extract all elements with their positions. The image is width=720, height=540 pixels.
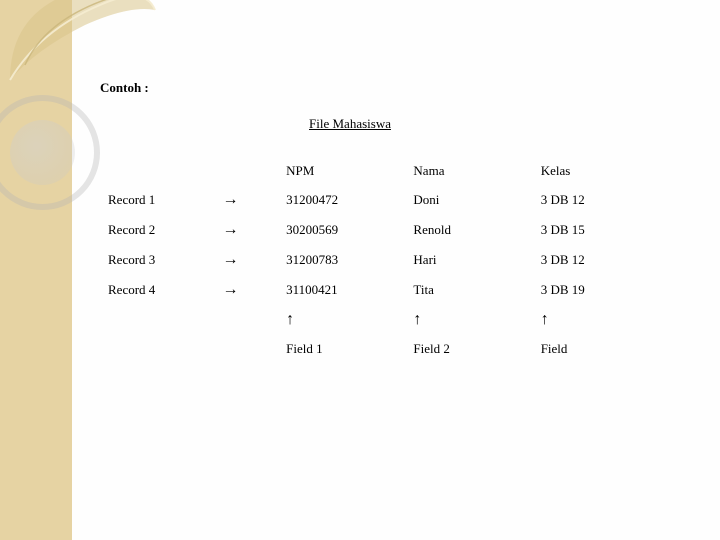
- table-row: Record 2 → 30200569 Renold 3 DB 15: [100, 215, 660, 245]
- cell-kelas: 3 DB 15: [533, 215, 660, 245]
- row-label: Record 4: [100, 275, 215, 305]
- table-row: Record 4 → 31100421 Tita 3 DB 19: [100, 275, 660, 305]
- arrow-up-icon: ↑: [533, 305, 660, 335]
- col-header-kelas: Kelas: [533, 157, 660, 185]
- row-label: Record 1: [100, 185, 215, 215]
- cell-npm: 31100421: [278, 275, 405, 305]
- arrow-right-icon: →: [215, 245, 279, 275]
- arrow-right-icon: →: [215, 185, 279, 215]
- arrow-up-icon: ↑: [278, 305, 405, 335]
- cell-kelas: 3 DB 12: [533, 185, 660, 215]
- cell-kelas: 3 DB 19: [533, 275, 660, 305]
- col-header-npm: NPM: [278, 157, 405, 185]
- cell-nama: Tita: [405, 275, 532, 305]
- cell-npm: 30200569: [278, 215, 405, 245]
- table-row: Record 3 → 31200783 Hari 3 DB 12: [100, 245, 660, 275]
- data-table: NPM Nama Kelas Record 1 → 31200472 Doni …: [100, 157, 660, 363]
- decor-band: [0, 0, 72, 540]
- cell-nama: Renold: [405, 215, 532, 245]
- field-label-row: Field 1 Field 2 Field: [100, 335, 660, 363]
- field-label-3: Field: [533, 335, 660, 363]
- content-heading: Contoh :: [100, 80, 660, 96]
- field-label-1: Field 1: [278, 335, 405, 363]
- table-row: Record 1 → 31200472 Doni 3 DB 12: [100, 185, 660, 215]
- slide-content: Contoh : File Mahasiswa NPM Nama Kelas R…: [100, 80, 660, 363]
- cell-kelas: 3 DB 12: [533, 245, 660, 275]
- cell-nama: Doni: [405, 185, 532, 215]
- cell-npm: 31200472: [278, 185, 405, 215]
- arrow-up-icon: ↑: [405, 305, 532, 335]
- row-label: Record 3: [100, 245, 215, 275]
- field-label-2: Field 2: [405, 335, 532, 363]
- file-title: File Mahasiswa: [220, 116, 480, 132]
- up-arrow-row: ↑ ↑ ↑: [100, 305, 660, 335]
- cell-npm: 31200783: [278, 245, 405, 275]
- arrow-right-icon: →: [215, 215, 279, 245]
- arrow-right-icon: →: [215, 275, 279, 305]
- col-header-nama: Nama: [405, 157, 532, 185]
- row-label: Record 2: [100, 215, 215, 245]
- cell-nama: Hari: [405, 245, 532, 275]
- header-row: NPM Nama Kelas: [100, 157, 660, 185]
